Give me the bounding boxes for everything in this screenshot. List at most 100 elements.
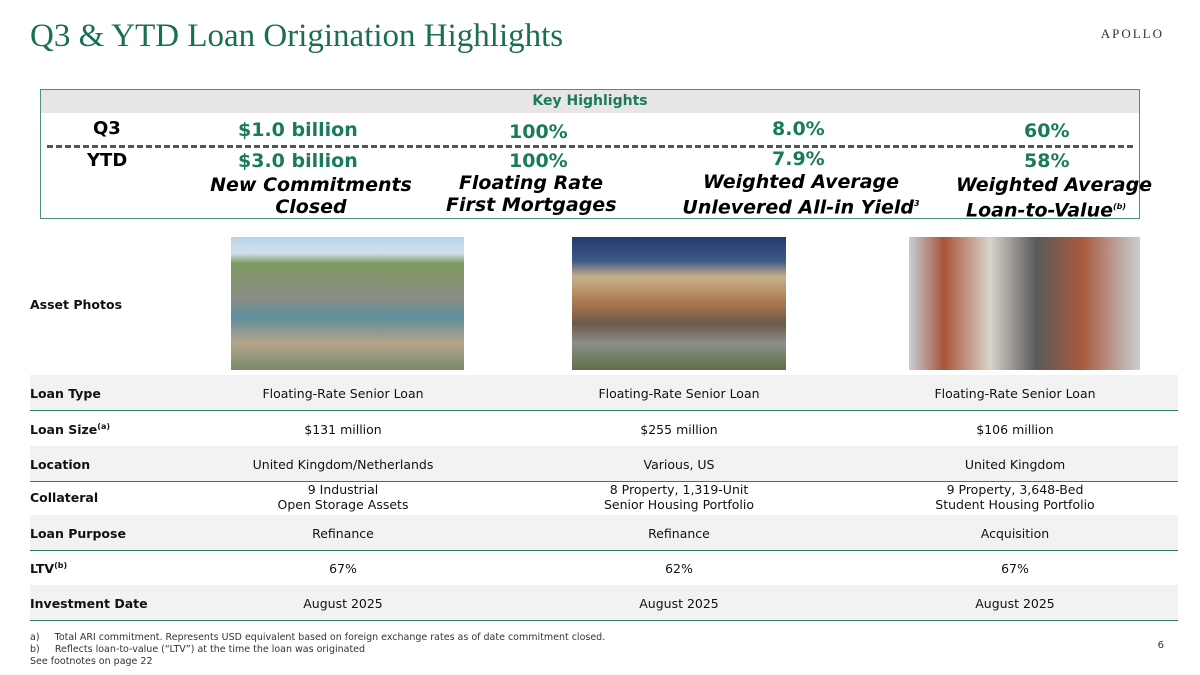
cell-value: $255 million — [514, 422, 844, 437]
cell-text: August 2025 — [639, 596, 719, 611]
cell-value: $131 million — [178, 422, 508, 437]
caption-line2: Loan-to-Value — [965, 199, 1113, 222]
caption-line2: Unlevered All-in Yield — [682, 196, 915, 219]
asset-photo-senior-housing — [572, 237, 786, 370]
row-label-text: LTV — [30, 561, 55, 577]
cell-text-line2: Senior Housing Portfolio — [604, 497, 754, 512]
cell-value: Refinance — [178, 526, 508, 541]
row-label: Collateral — [30, 490, 98, 505]
footnote-ref: (b) — [1112, 202, 1127, 211]
caption-line2: First Mortgages — [446, 194, 617, 216]
cell-text: Floating-Rate Senior Loan — [934, 386, 1096, 401]
asset-photos-label: Asset Photos — [30, 297, 123, 312]
asset-photo-student-housing — [909, 237, 1140, 370]
floating-caption: Floating Rate First Mortgages — [446, 172, 617, 216]
cell-text: 67% — [329, 561, 357, 576]
row-label: Loan Type — [30, 386, 101, 401]
cell-text: Refinance — [648, 526, 710, 541]
table-row: Location United Kingdom/Netherlands Variou… — [30, 446, 1178, 482]
key-highlights-header: Key Highlights — [41, 90, 1139, 113]
page-title: Q3 & YTD Loan Origination Highlights — [30, 18, 564, 54]
cell-text: Acquisition — [980, 526, 1050, 541]
caption-line1: Floating Rate — [458, 172, 604, 194]
cell-text: $255 million — [640, 422, 718, 437]
row-label: LTV(b) — [30, 561, 67, 576]
ltv-caption: Weighted Average Loan-to-Value(b) — [956, 174, 1152, 222]
cell-text: 8 Property, 1,319-Unit — [609, 482, 749, 497]
cell-text: 62% — [665, 561, 693, 576]
row-label: Location — [30, 457, 90, 472]
ytd-commitments: $3.0 billion — [238, 150, 358, 172]
q3-label: Q3 — [93, 118, 121, 139]
cell-text: Various, US — [643, 457, 715, 472]
table-row: Loan Purpose Refinance Refinance Acquisitio… — [30, 515, 1178, 551]
cell-value: 9 Industrial Open Storage Assets — [178, 482, 508, 512]
q3-floating: 100% — [509, 121, 568, 143]
apollo-logo: APOLLO — [1100, 26, 1164, 41]
cell-text: 9 Industrial — [307, 482, 379, 497]
table-row: Loan Size(a) $131 million $255 million $106… — [30, 411, 1178, 447]
q3-ltv: 60% — [1024, 120, 1070, 142]
cell-text: $106 million — [976, 422, 1054, 437]
ytd-ltv: 58% — [1024, 150, 1070, 172]
q3-commitments: $1.0 billion — [238, 119, 358, 141]
row-label-text: Loan Purpose — [30, 526, 126, 542]
row-label: Loan Purpose — [30, 526, 126, 541]
page-number: 6 — [1157, 640, 1164, 651]
ytd-label: YTD — [87, 150, 128, 171]
cell-value: 67% — [850, 561, 1180, 576]
commitments-caption: New Commitments Closed — [201, 174, 421, 218]
row-label: Loan Size(a) — [30, 422, 110, 437]
table-row: Collateral 9 Industrial Open Storage Asset… — [30, 480, 1178, 516]
footnote-ref: (b) — [54, 561, 68, 570]
cell-value: United Kingdom — [850, 457, 1180, 472]
table-row: Loan Type Floating-Rate Senior Loan Floati… — [30, 375, 1178, 411]
divider — [47, 145, 1133, 148]
cell-value: 67% — [178, 561, 508, 576]
cell-value: August 2025 — [850, 596, 1180, 611]
yield-caption: Weighted Average Unlevered All-in Yield3 — [676, 171, 926, 218]
cell-value: 8 Property, 1,319-Unit Senior Housing Por… — [514, 482, 844, 512]
footnote-see-page: See footnotes on page 22 — [30, 656, 153, 667]
caption-line1: Weighted Average — [702, 171, 900, 193]
row-label-text: Investment Date — [30, 596, 148, 612]
cell-text: $131 million — [304, 422, 382, 437]
row-label-text: Loan Type — [30, 386, 101, 402]
cell-value: Floating-Rate Senior Loan — [178, 386, 508, 401]
caption-line2: Closed — [275, 196, 347, 218]
cell-text: August 2025 — [303, 596, 383, 611]
table-row: Investment Date August 2025 August 2025 Aug… — [30, 585, 1178, 621]
row-label-text: Collateral — [30, 490, 99, 506]
cell-text-line2: Open Storage Assets — [277, 497, 409, 512]
cell-value: 9 Property, 3,648-Bed Student Housing Por… — [850, 482, 1180, 512]
footnote-ref: (a) — [97, 422, 110, 431]
ytd-floating: 100% — [509, 150, 568, 172]
footnotes: a) Total ARI commitment. Represents USD … — [30, 632, 605, 668]
cell-text: United Kingdom — [964, 457, 1066, 472]
footnote-b: b) Reflects loan-to-value (“LTV”) at the… — [30, 644, 366, 655]
row-label-text: Loan Size — [30, 422, 98, 438]
cell-text: United Kingdom/Netherlands — [252, 457, 434, 472]
cell-value: United Kingdom/Netherlands — [178, 457, 508, 472]
key-highlights-box: Key Highlights Q3 YTD $1.0 billion $3.0 … — [40, 89, 1152, 222]
q3-yield: 8.0% — [772, 118, 825, 140]
cell-value: Various, US — [514, 457, 844, 472]
cell-text: Floating-Rate Senior Loan — [598, 386, 760, 401]
footnote-a: a) Total ARI commitment. Represents USD … — [30, 632, 606, 643]
row-label-text: Location — [30, 457, 91, 473]
footnote-ref: 3 — [914, 199, 920, 208]
cell-text: 67% — [1001, 561, 1029, 576]
asset-photo-industrial — [231, 237, 464, 370]
cell-text: Floating-Rate Senior Loan — [262, 386, 424, 401]
cell-value: Floating-Rate Senior Loan — [850, 386, 1180, 401]
caption-line1: New Commitments — [210, 174, 412, 196]
ytd-yield: 7.9% — [772, 148, 825, 170]
cell-text-line2: Student Housing Portfolio — [935, 497, 1095, 512]
cell-text: 9 Property, 3,648-Bed — [946, 482, 1084, 497]
cell-value: 62% — [514, 561, 844, 576]
cell-value: August 2025 — [178, 596, 508, 611]
cell-text: August 2025 — [975, 596, 1055, 611]
cell-value: Acquisition — [850, 526, 1180, 541]
cell-text: Refinance — [312, 526, 374, 541]
cell-value: Floating-Rate Senior Loan — [514, 386, 844, 401]
